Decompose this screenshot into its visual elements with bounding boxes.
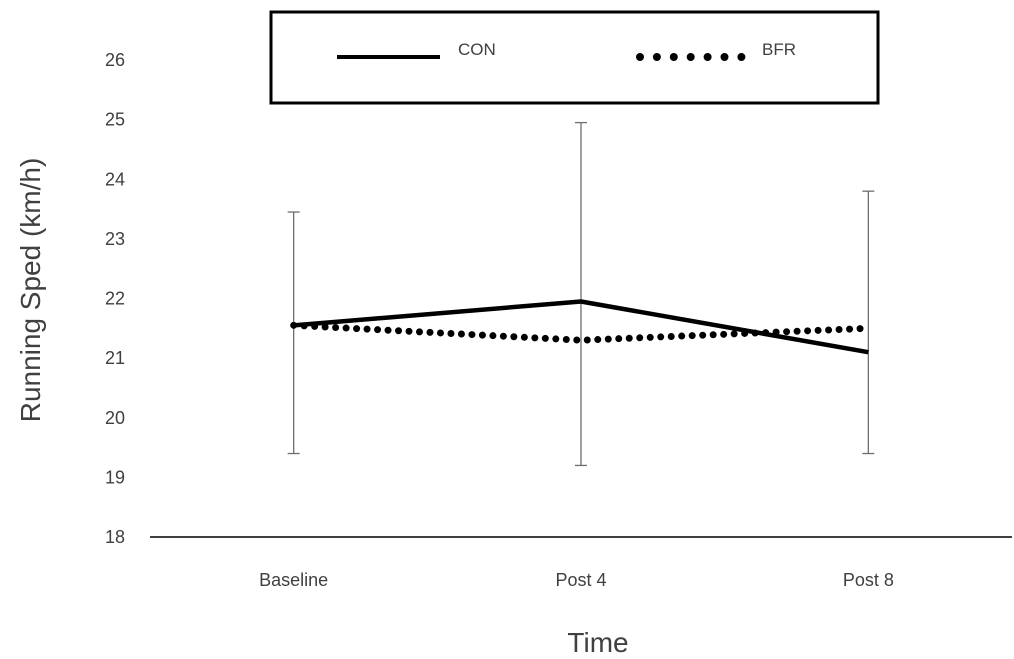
y-tick-label: 26	[105, 50, 125, 70]
y-tick-label: 21	[105, 348, 125, 368]
x-tick-label: Post 8	[843, 570, 894, 590]
y-axis-title: Running Sped (km/h)	[15, 158, 46, 423]
y-tick-label: 19	[105, 467, 125, 487]
x-tick-label: Baseline	[259, 570, 328, 590]
y-tick-label: 18	[105, 527, 125, 547]
y-tick-label: 20	[105, 408, 125, 428]
series-line-con	[293, 299, 869, 355]
legend: CON BFR	[269, 10, 880, 105]
plot-area: 18 19 20 21 22 23 24 25 26 Baseline Post 4 Post 8	[105, 50, 1012, 590]
legend-label-con: CON	[458, 40, 496, 59]
y-tick-label: 23	[105, 229, 125, 249]
x-axis-title: Time	[567, 627, 628, 658]
x-tick-label: Post 4	[555, 570, 606, 590]
legend-label-bfr: BFR	[762, 40, 796, 59]
y-tick-label: 22	[105, 289, 125, 309]
series-line-bfr	[290, 321, 872, 344]
y-tick-label: 24	[105, 169, 125, 189]
y-tick-label: 25	[105, 110, 125, 130]
